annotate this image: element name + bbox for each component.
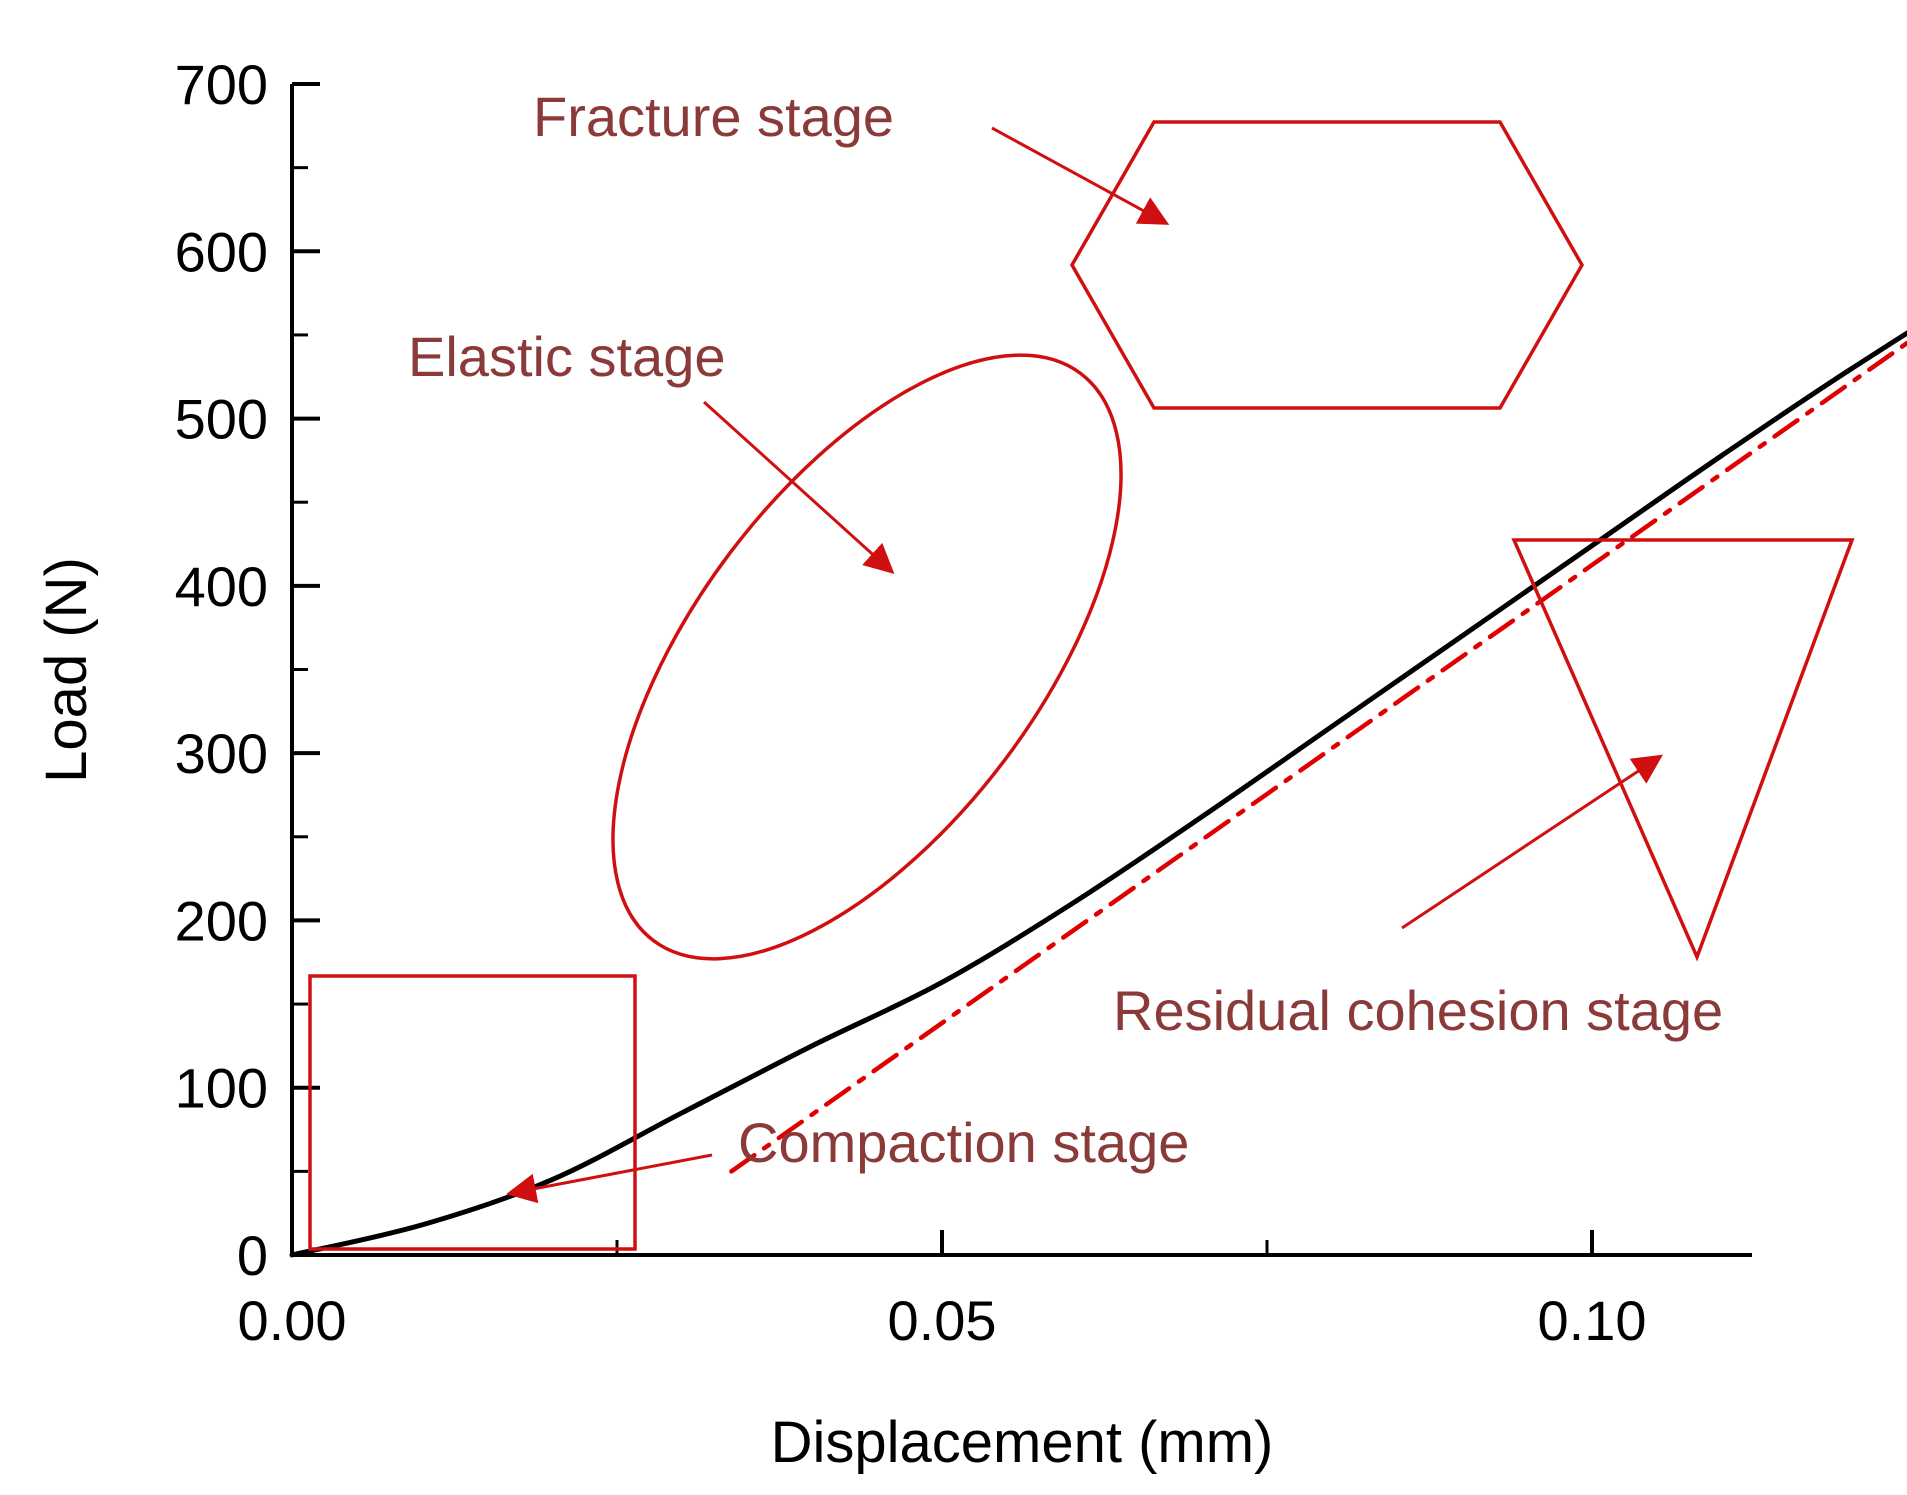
fracture-stage-label: Fracture stage — [533, 85, 894, 148]
y-tick-label: 700 — [175, 53, 268, 116]
load-curve-line — [289, 330, 1907, 1258]
x-axis-title: Displacement (mm) — [771, 1410, 1274, 1475]
compaction-arrow — [506, 1153, 713, 1204]
y-tick-label: 500 — [175, 388, 268, 451]
tick-labels: 0.000.050.100.150.2001002003004005006007… — [175, 53, 1647, 1352]
compaction-stage-label: Compaction stage — [738, 1111, 1189, 1174]
x-tick-label: 0.05 — [888, 1289, 997, 1352]
y-tick-label: 0 — [237, 1224, 268, 1287]
series-layer — [289, 330, 1907, 1258]
elastic-stage-label: Elastic stage — [408, 325, 726, 388]
annotation-arrows — [506, 126, 1663, 1204]
x-tick-label: 0.00 — [238, 1289, 347, 1352]
elastic-fit-line — [729, 340, 1907, 1174]
elastic-arrow — [702, 400, 895, 575]
residual-stage-triangle — [1511, 538, 1855, 962]
compaction-stage-box — [308, 974, 637, 1251]
fracture-stage-hexagon — [1069, 120, 1585, 410]
y-tick-label: 200 — [175, 889, 268, 952]
residual-stage-label: Residual cohesion stage — [1113, 979, 1723, 1042]
residual-arrow — [1401, 754, 1663, 930]
y-tick-label: 100 — [175, 1057, 268, 1120]
y-tick-label: 400 — [175, 555, 268, 618]
elastic-stage-ellipse — [611, 353, 1123, 961]
stage-shapes — [308, 120, 1855, 1251]
tick-marks — [290, 82, 1594, 1257]
x-tick-label: 0.10 — [1538, 1289, 1647, 1352]
axes: 0.000.050.100.150.2001002003004005006007… — [175, 53, 1752, 1352]
y-tick-label: 600 — [175, 220, 268, 283]
annotation-labels: Compaction stage Elastic stage Fracture … — [408, 85, 1723, 1174]
y-axis-title: Load (N) — [34, 557, 99, 783]
y-tick-label: 300 — [175, 722, 268, 785]
fracture-arrow — [991, 126, 1170, 225]
